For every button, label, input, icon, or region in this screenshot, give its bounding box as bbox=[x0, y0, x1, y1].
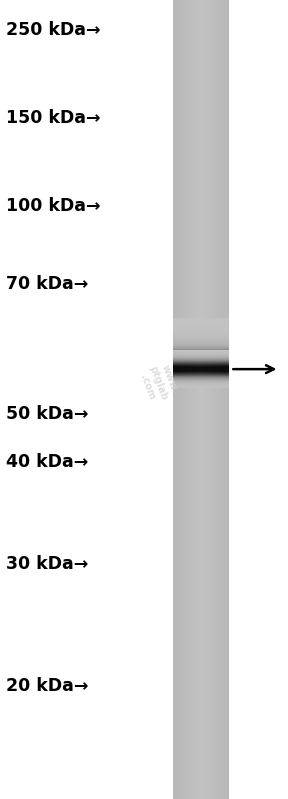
Bar bbox=[226, 0, 227, 799]
Bar bbox=[173, 336, 229, 337]
Bar bbox=[173, 343, 229, 344]
Bar bbox=[173, 349, 229, 350]
Bar bbox=[173, 321, 229, 322]
Bar bbox=[188, 0, 189, 799]
Bar bbox=[173, 324, 229, 325]
Bar bbox=[206, 0, 207, 799]
Bar bbox=[191, 0, 192, 799]
Bar bbox=[190, 0, 191, 799]
Bar bbox=[204, 0, 205, 799]
Bar bbox=[173, 333, 229, 334]
Bar bbox=[185, 0, 186, 799]
Bar bbox=[173, 325, 229, 327]
Bar bbox=[199, 0, 200, 799]
Text: 150 kDa→: 150 kDa→ bbox=[6, 109, 100, 127]
Bar bbox=[174, 0, 175, 799]
Bar bbox=[225, 0, 226, 799]
Bar bbox=[197, 0, 198, 799]
Bar bbox=[224, 0, 225, 799]
Bar bbox=[173, 332, 229, 333]
Bar bbox=[173, 346, 229, 347]
Bar bbox=[179, 0, 180, 799]
Bar bbox=[207, 0, 208, 799]
Bar bbox=[193, 0, 194, 799]
Bar bbox=[209, 0, 210, 799]
Text: 30 kDa→: 30 kDa→ bbox=[6, 555, 88, 573]
Bar bbox=[184, 0, 185, 799]
Bar bbox=[205, 0, 206, 799]
Bar bbox=[202, 0, 203, 799]
Text: 50 kDa→: 50 kDa→ bbox=[6, 405, 88, 423]
Bar bbox=[201, 0, 202, 799]
Bar bbox=[222, 0, 223, 799]
Bar bbox=[173, 322, 229, 324]
Bar bbox=[200, 0, 201, 799]
Bar bbox=[186, 0, 187, 799]
Bar bbox=[198, 0, 199, 799]
Text: www.
ptglab
.com: www. ptglab .com bbox=[137, 361, 180, 406]
Text: 20 kDa→: 20 kDa→ bbox=[6, 677, 88, 694]
Bar bbox=[228, 0, 229, 799]
Bar bbox=[182, 0, 183, 799]
Bar bbox=[177, 0, 178, 799]
Bar bbox=[194, 0, 195, 799]
Bar bbox=[227, 0, 228, 799]
Bar bbox=[210, 0, 211, 799]
Bar bbox=[173, 334, 229, 335]
Text: 100 kDa→: 100 kDa→ bbox=[6, 197, 100, 215]
Bar bbox=[189, 0, 190, 799]
Bar bbox=[203, 0, 204, 799]
Bar bbox=[173, 318, 229, 319]
Bar bbox=[173, 320, 229, 321]
Bar bbox=[173, 331, 229, 332]
Bar bbox=[173, 337, 229, 338]
Bar bbox=[173, 319, 229, 320]
Bar bbox=[180, 0, 181, 799]
Bar bbox=[181, 0, 182, 799]
Bar bbox=[173, 344, 229, 346]
Bar bbox=[211, 0, 212, 799]
Text: 70 kDa→: 70 kDa→ bbox=[6, 276, 88, 293]
Bar bbox=[216, 0, 217, 799]
Bar bbox=[173, 328, 229, 330]
Bar bbox=[173, 341, 229, 343]
Bar bbox=[173, 347, 229, 348]
Bar bbox=[195, 0, 196, 799]
Bar bbox=[173, 338, 229, 340]
Bar bbox=[219, 0, 220, 799]
Bar bbox=[217, 0, 218, 799]
Text: 40 kDa→: 40 kDa→ bbox=[6, 453, 88, 471]
Bar bbox=[221, 0, 222, 799]
Bar bbox=[196, 0, 197, 799]
Bar bbox=[218, 0, 219, 799]
Bar bbox=[215, 0, 216, 799]
Text: 250 kDa→: 250 kDa→ bbox=[6, 22, 100, 39]
Bar bbox=[173, 330, 229, 331]
Bar bbox=[213, 0, 214, 799]
Bar bbox=[173, 340, 229, 341]
Bar bbox=[176, 0, 177, 799]
Bar bbox=[208, 0, 209, 799]
Bar bbox=[187, 0, 188, 799]
Bar bbox=[173, 335, 229, 336]
Bar bbox=[223, 0, 224, 799]
Bar bbox=[178, 0, 179, 799]
Bar bbox=[175, 0, 176, 799]
Bar bbox=[183, 0, 184, 799]
Bar bbox=[212, 0, 213, 799]
Bar bbox=[214, 0, 215, 799]
Bar bbox=[192, 0, 193, 799]
Bar bbox=[173, 348, 229, 349]
Bar bbox=[173, 0, 174, 799]
Bar bbox=[220, 0, 221, 799]
Bar bbox=[173, 327, 229, 328]
